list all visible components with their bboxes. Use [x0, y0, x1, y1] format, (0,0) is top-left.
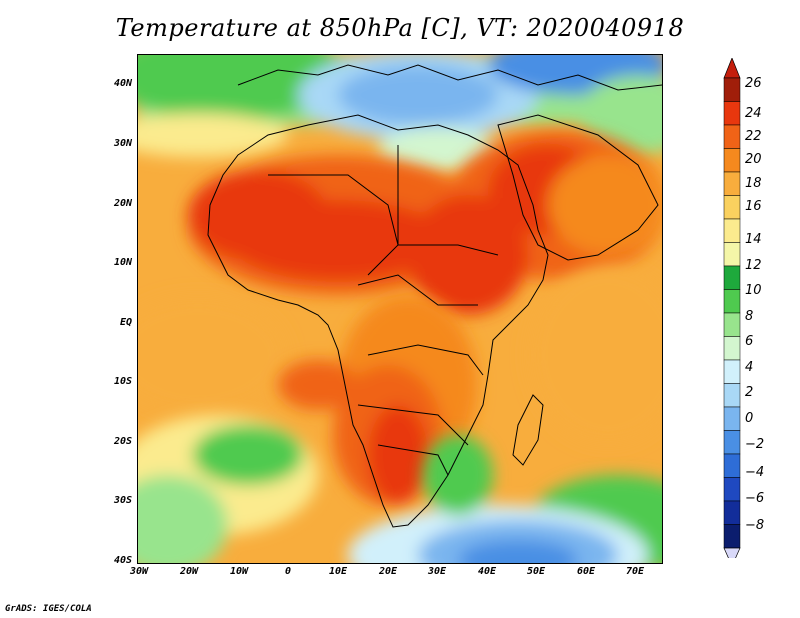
y-tick-label: 20S — [113, 436, 132, 447]
y-tick-label: 20N — [113, 198, 132, 209]
y-tick-label: 30S — [113, 495, 132, 506]
x-tick-label: 10E — [328, 566, 348, 577]
temperature-map — [137, 54, 663, 564]
colorbar-swatch — [723, 77, 741, 102]
map-title: Temperature at 850hPa [C], VT: 202004091… — [115, 14, 685, 42]
colorbar-swatch — [723, 477, 741, 502]
credit-text: GrADS: IGES/COLA — [5, 604, 92, 614]
x-tick-label: 10W — [229, 566, 249, 577]
x-tick-label: 0 — [284, 566, 292, 577]
colorbar-top-arrow — [723, 58, 741, 79]
coastlines — [207, 64, 662, 528]
colorbar-label: 0 — [745, 411, 754, 426]
colorbar-swatch — [723, 289, 741, 314]
x-tick-label: 40E — [477, 566, 497, 577]
x-tick-label: 20W — [179, 566, 199, 577]
colorbar-label: 26 — [745, 76, 762, 91]
colorbar-label: 8 — [745, 309, 754, 324]
y-tick-label: EQ — [119, 317, 132, 328]
y-tick-label: 30N — [113, 138, 132, 149]
colorbar-swatch — [723, 265, 741, 290]
colorbar-swatch — [723, 359, 741, 384]
colorbar-label: 10 — [745, 283, 762, 298]
colorbar-swatch — [723, 383, 741, 408]
colorbar-swatch — [723, 312, 741, 337]
y-tick-label: 40N — [113, 78, 132, 89]
colorbar-swatch — [723, 148, 741, 173]
colorbar-swatch — [723, 218, 741, 243]
colorbar-label: 4 — [745, 360, 754, 375]
x-tick-label: 20E — [378, 566, 398, 577]
colorbar-swatch — [723, 195, 741, 220]
temperature-field — [138, 55, 662, 563]
y-tick-label: 10N — [113, 257, 132, 268]
colorbar-label: 14 — [745, 232, 762, 247]
colorbar-swatch — [723, 124, 741, 149]
colorbar-label: 16 — [745, 199, 762, 214]
x-tick-label: 30W — [129, 566, 149, 577]
colorbar-label: 20 — [745, 152, 762, 167]
colorbar-label: −2 — [745, 437, 765, 452]
colorbar-swatch — [723, 171, 741, 196]
colorbar-label: −8 — [745, 518, 765, 533]
colorbar-swatch — [723, 524, 741, 549]
colorbar-label: 24 — [745, 106, 762, 121]
x-tick-label: 60E — [576, 566, 596, 577]
colorbar-label: −4 — [745, 465, 765, 480]
colorbar-swatch — [723, 101, 741, 126]
colorbar-label: 6 — [745, 334, 754, 349]
colorbar-label: 2 — [745, 385, 754, 400]
y-tick-label: 40S — [113, 555, 132, 566]
colorbar-label: 18 — [745, 176, 762, 191]
x-tick-label: 50E — [526, 566, 546, 577]
colorbar-label: −6 — [745, 491, 765, 506]
colorbar-swatch — [723, 242, 741, 267]
colorbar — [723, 58, 741, 558]
colorbar-swatch — [723, 336, 741, 361]
colorbar-swatch — [723, 500, 741, 525]
colorbar-bottom-arrow — [723, 547, 741, 558]
colorbar-label: 22 — [745, 129, 762, 144]
colorbar-label: 12 — [745, 258, 762, 273]
x-tick-label: 70E — [625, 566, 645, 577]
colorbar-swatch — [723, 430, 741, 455]
colorbar-swatch — [723, 453, 741, 478]
colorbar-swatch — [723, 406, 741, 431]
x-tick-label: 30E — [427, 566, 447, 577]
y-tick-label: 10S — [113, 376, 132, 387]
